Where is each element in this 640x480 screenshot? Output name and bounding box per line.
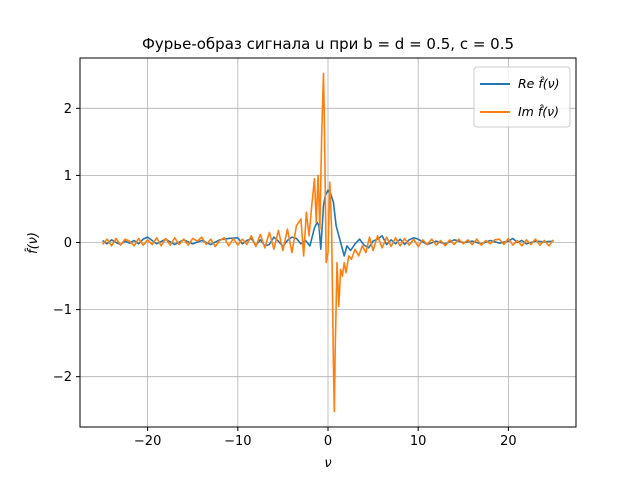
y-tick-label: 2 [64,102,72,117]
x-axis-label: ν [324,456,331,471]
x-tick-label: 10 [410,434,427,449]
legend-label-re: Re f̂(ν) [518,76,560,91]
series-line-im [101,72,555,413]
y-axis-label: f̂(ν) [26,232,41,254]
y-tick-label: −1 [53,303,72,318]
x-tick-label: 0 [324,434,332,449]
y-tick-label: 0 [64,236,72,251]
y-tick-label: 1 [64,169,72,184]
series-line-re [102,189,554,257]
series-layer [101,72,555,413]
legend-label-im: Im f̂(ν) [518,104,559,119]
x-tick-label: 20 [500,434,517,449]
y-tick-label: −2 [53,370,72,385]
chart-title: Фурье-образ сигнала u при b = d = 0.5, c… [142,35,514,53]
x-tick-label: −20 [134,434,161,449]
legend: Re f̂(ν) Im f̂(ν) [473,66,571,128]
x-tick-label: −10 [224,434,251,449]
